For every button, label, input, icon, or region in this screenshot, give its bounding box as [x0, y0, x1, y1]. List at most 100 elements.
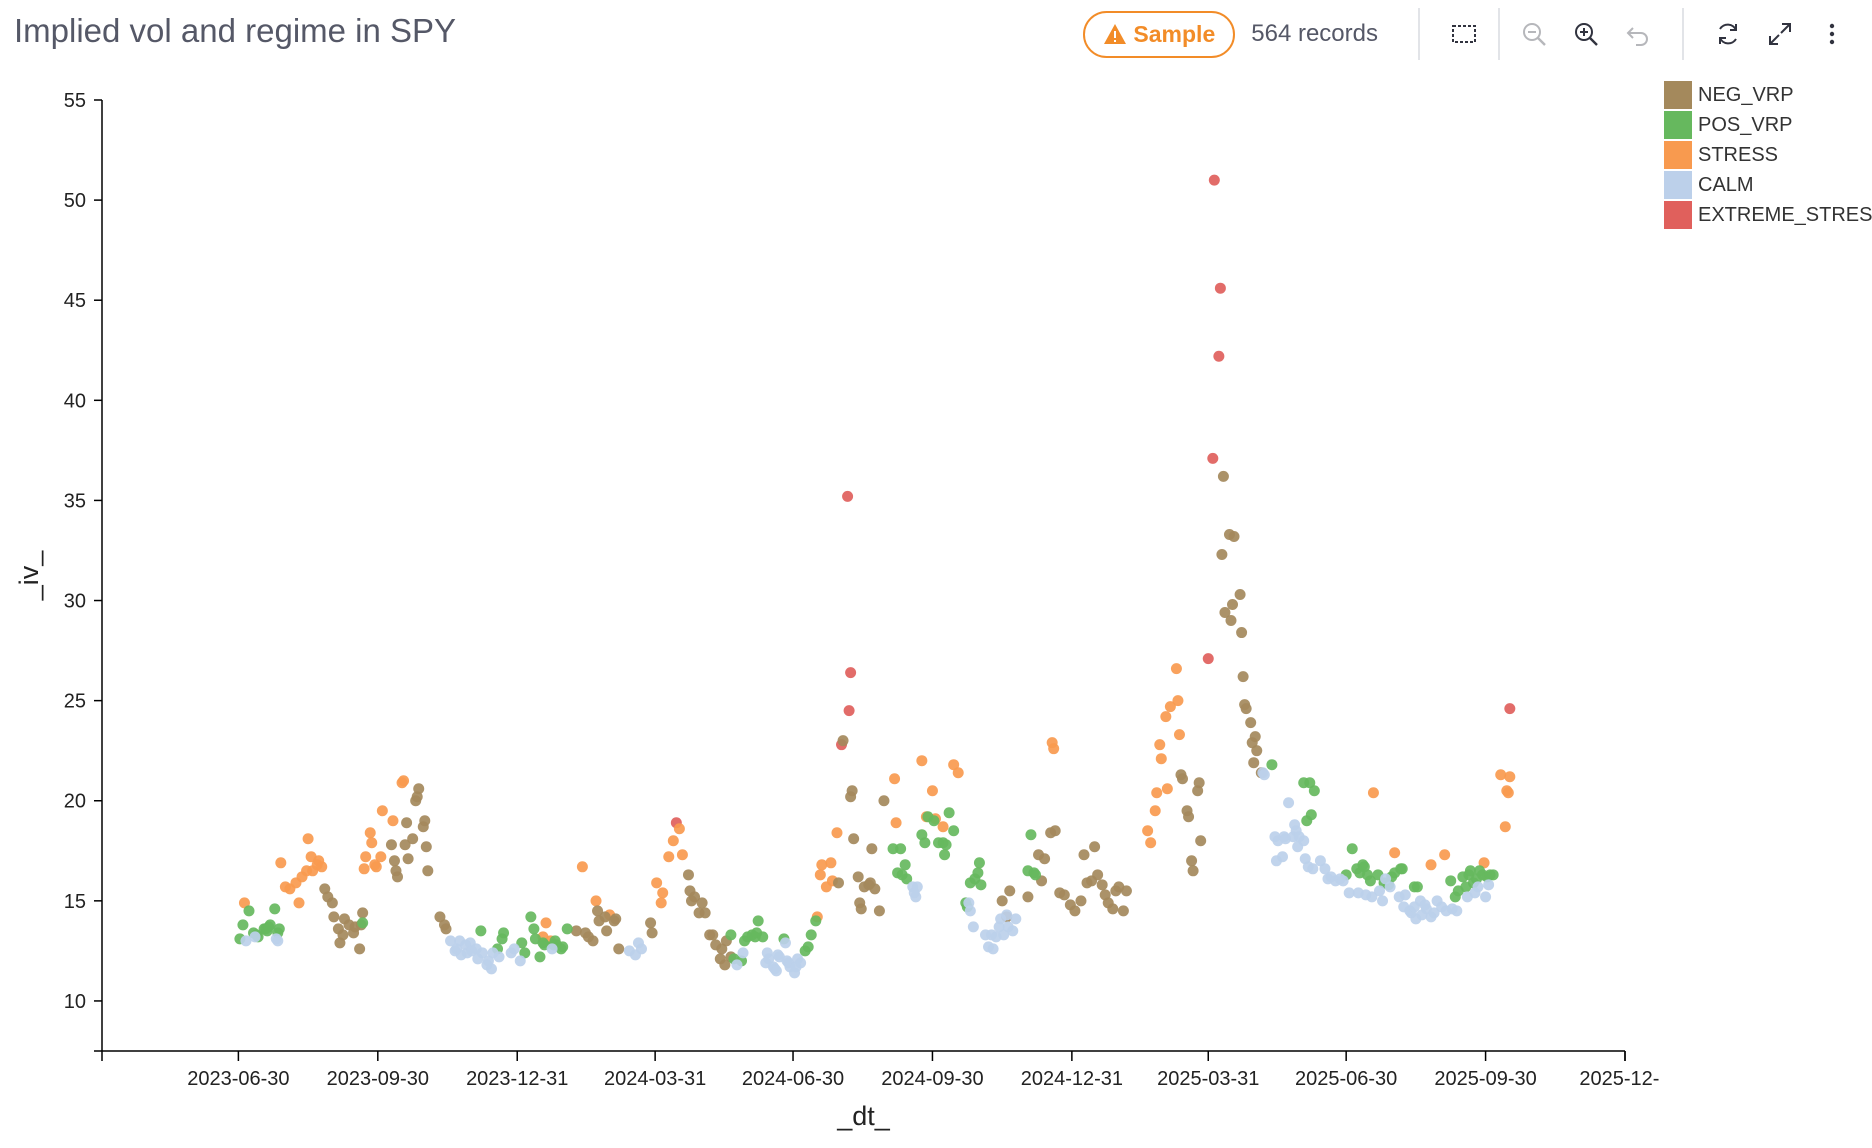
point-stress[interactable]	[651, 877, 663, 889]
point-pos-vrp[interactable]	[1308, 785, 1320, 797]
point-calm[interactable]	[508, 943, 520, 955]
point-stress[interactable]	[1499, 821, 1511, 833]
point-neg-vrp[interactable]	[407, 833, 419, 845]
point-neg-vrp[interactable]	[337, 929, 349, 941]
point-extreme-stress[interactable]	[843, 705, 855, 717]
point-calm[interactable]	[1384, 881, 1396, 893]
point-neg-vrp[interactable]	[613, 943, 625, 955]
point-stress[interactable]	[816, 859, 828, 871]
point-calm[interactable]	[635, 943, 647, 955]
point-stress[interactable]	[1048, 743, 1060, 755]
point-neg-vrp[interactable]	[1089, 841, 1101, 853]
point-stress[interactable]	[657, 887, 669, 899]
point-calm[interactable]	[546, 943, 558, 955]
point-neg-vrp[interactable]	[1004, 885, 1016, 897]
point-pos-vrp[interactable]	[973, 857, 985, 869]
point-pos-vrp[interactable]	[948, 825, 960, 837]
point-pos-vrp[interactable]	[752, 915, 764, 927]
point-calm[interactable]	[272, 935, 284, 947]
legend-item-calm[interactable]: CALM	[1664, 170, 1872, 200]
point-neg-vrp[interactable]	[1117, 905, 1129, 917]
point-pos-vrp[interactable]	[802, 941, 814, 953]
point-neg-vrp[interactable]	[1069, 905, 1081, 917]
point-neg-vrp[interactable]	[1092, 869, 1104, 881]
point-pos-vrp[interactable]	[1445, 875, 1457, 887]
point-stress[interactable]	[1170, 663, 1182, 675]
point-stress[interactable]	[1504, 771, 1516, 783]
legend-item-neg-vrp[interactable]: NEG_VRP	[1664, 80, 1872, 110]
point-pos-vrp[interactable]	[237, 919, 249, 931]
point-neg-vrp[interactable]	[1245, 717, 1257, 729]
point-calm[interactable]	[779, 937, 791, 949]
point-pos-vrp[interactable]	[725, 929, 737, 941]
point-pos-vrp[interactable]	[264, 919, 276, 931]
point-neg-vrp[interactable]	[1186, 855, 1198, 867]
point-extreme-stress[interactable]	[1202, 653, 1214, 665]
point-calm[interactable]	[1283, 797, 1295, 809]
point-stress[interactable]	[1367, 787, 1379, 799]
point-calm[interactable]	[1480, 891, 1492, 903]
point-neg-vrp[interactable]	[599, 911, 611, 923]
point-stress[interactable]	[1161, 783, 1173, 795]
refresh-button[interactable]	[1702, 8, 1754, 60]
point-stress[interactable]	[1154, 739, 1166, 751]
point-calm[interactable]	[795, 957, 807, 969]
point-neg-vrp[interactable]	[610, 913, 622, 925]
point-calm[interactable]	[249, 931, 261, 943]
point-pos-vrp[interactable]	[534, 951, 546, 963]
point-calm[interactable]	[1343, 887, 1355, 899]
point-stress[interactable]	[316, 861, 328, 873]
point-stress[interactable]	[1389, 847, 1401, 859]
more-menu-button[interactable]	[1806, 8, 1858, 60]
point-calm[interactable]	[731, 959, 743, 971]
point-extreme-stress[interactable]	[1208, 174, 1220, 186]
point-neg-vrp[interactable]	[1225, 615, 1237, 627]
point-neg-vrp[interactable]	[689, 891, 701, 903]
point-calm[interactable]	[476, 947, 488, 959]
point-pos-vrp[interactable]	[943, 807, 955, 819]
scatter-plot[interactable]: 10 15 20 25 30 35 40 45 50 55 2023-06-30 2023-09-30…	[0, 0, 1660, 1148]
point-pos-vrp[interactable]	[899, 859, 911, 871]
point-pos-vrp[interactable]	[805, 929, 817, 941]
point-calm[interactable]	[1010, 913, 1022, 925]
point-pos-vrp[interactable]	[1464, 865, 1476, 877]
point-calm[interactable]	[1380, 873, 1392, 885]
point-neg-vrp[interactable]	[570, 925, 582, 937]
point-calm[interactable]	[911, 881, 923, 893]
point-neg-vrp[interactable]	[1078, 849, 1090, 861]
point-pos-vrp[interactable]	[519, 947, 531, 959]
point-neg-vrp[interactable]	[413, 783, 425, 795]
point-stress[interactable]	[1172, 695, 1184, 707]
point-stress[interactable]	[926, 785, 938, 797]
point-stress[interactable]	[1151, 787, 1163, 799]
point-pos-vrp[interactable]	[525, 911, 537, 923]
point-calm[interactable]	[1319, 863, 1331, 875]
legend-item-extreme-stress[interactable]: EXTREME_STRESS	[1664, 200, 1872, 230]
point-calm[interactable]	[493, 951, 505, 963]
point-stress[interactable]	[1142, 825, 1154, 837]
point-neg-vrp[interactable]	[682, 869, 694, 881]
point-neg-vrp[interactable]	[1176, 773, 1188, 785]
point-stress[interactable]	[1164, 701, 1176, 713]
point-pos-vrp[interactable]	[1030, 869, 1042, 881]
point-neg-vrp[interactable]	[1075, 895, 1087, 907]
point-calm[interactable]	[770, 965, 782, 977]
point-calm[interactable]	[987, 943, 999, 955]
point-calm[interactable]	[1366, 891, 1378, 903]
point-neg-vrp[interactable]	[832, 877, 844, 889]
point-neg-vrp[interactable]	[1096, 879, 1108, 891]
point-stress[interactable]	[1502, 787, 1514, 799]
point-calm[interactable]	[1307, 863, 1319, 875]
point-extreme-stress[interactable]	[1214, 282, 1226, 294]
point-stress[interactable]	[1173, 729, 1185, 741]
point-pos-vrp[interactable]	[1487, 869, 1499, 881]
point-stress[interactable]	[302, 833, 314, 845]
point-neg-vrp[interactable]	[848, 833, 860, 845]
point-pos-vrp[interactable]	[975, 879, 987, 891]
point-pos-vrp[interactable]	[757, 931, 769, 943]
point-stress[interactable]	[293, 897, 305, 909]
point-pos-vrp[interactable]	[939, 849, 951, 861]
fullscreen-button[interactable]	[1754, 8, 1806, 60]
point-calm[interactable]	[964, 905, 976, 917]
point-stress[interactable]	[275, 857, 287, 869]
